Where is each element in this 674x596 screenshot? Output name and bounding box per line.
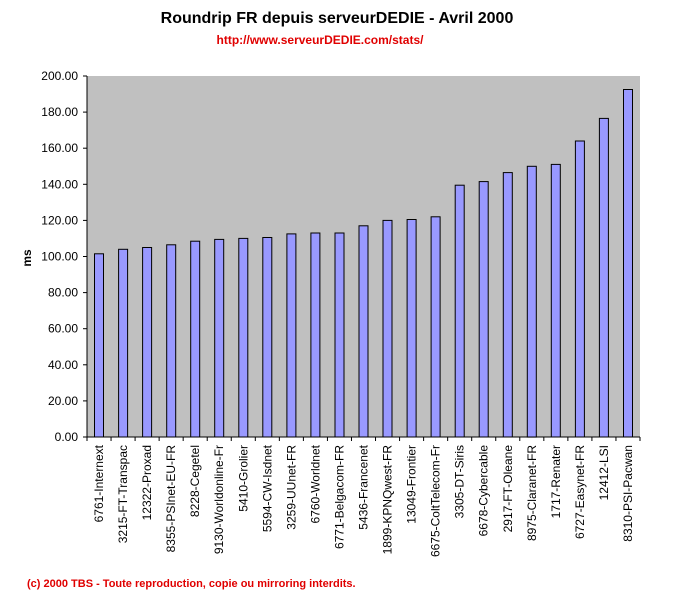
bar-18 — [502, 172, 513, 438]
bar-15 — [430, 216, 441, 438]
x-tick-label: 8355-PSInet-EU-FR — [164, 445, 178, 553]
y-tick-label: 40.00 — [48, 358, 78, 372]
bar-8 — [262, 237, 273, 438]
bar-23 — [623, 89, 633, 438]
bar-5 — [190, 240, 201, 438]
x-tick-label: 8310-PSI-Pacwan — [621, 445, 635, 542]
bar-17 — [478, 181, 489, 438]
bar-14 — [406, 219, 417, 438]
bar-11 — [334, 232, 345, 438]
x-tick-label: 3215-FT-Transpac — [116, 445, 130, 543]
x-tick-label: 6678-Cybercable — [477, 445, 491, 537]
bar-10 — [310, 232, 321, 438]
x-tick-label: 5410-Grolier — [236, 445, 250, 512]
x-tick-label: 6761-Internext — [92, 444, 106, 522]
y-tick-label: 160.00 — [41, 141, 78, 155]
x-tick-label: 12322-Proxad — [140, 445, 154, 520]
x-tick-label: 13049-Frontier — [405, 445, 419, 524]
bar-21 — [574, 140, 585, 438]
bar-13 — [382, 219, 393, 438]
x-tick-label: 8228-Cegetel — [188, 445, 202, 517]
x-tick-label: 1899-KPNQwest-FR — [381, 445, 395, 555]
y-tick-label: 140.00 — [41, 177, 78, 191]
x-tick-label: 5594-CW-Isdnet — [260, 444, 274, 532]
x-tick-label: 6727-Easynet-FR — [573, 445, 587, 539]
x-tick-label: 2917-FT-Oleane — [501, 445, 515, 533]
y-tick-label: 80.00 — [48, 286, 78, 300]
bar-20 — [550, 163, 561, 438]
y-tick-label: 0.00 — [55, 430, 79, 444]
x-tick-label: 5436-Francenet — [357, 444, 371, 529]
x-tick-label: 3305-DT-Siris — [453, 445, 467, 518]
bar-4 — [166, 244, 177, 438]
x-tick-label: 6771-Belgacom-FR — [333, 445, 347, 549]
copyright-footer: (c) 2000 TBS - Toute reproduction, copie… — [27, 578, 356, 590]
y-tick-label: 100.00 — [41, 250, 78, 264]
bar-12 — [358, 225, 369, 438]
chart-title: Roundrip FR depuis serveurDEDIE - Avril … — [160, 10, 514, 27]
x-tick-label: 3259-UUnet-FR — [284, 445, 298, 530]
y-tick-label: 180.00 — [41, 105, 78, 119]
x-tick-label: 1717-Renater — [549, 445, 563, 518]
y-tick-label: 200.00 — [41, 69, 78, 83]
chart-subtitle-url[interactable]: http://www.serveurDEDIE.com/stats/ — [216, 33, 424, 47]
y-tick-label: 60.00 — [48, 322, 78, 336]
bar-6 — [214, 238, 225, 438]
bar-22 — [598, 117, 609, 438]
bar-9 — [286, 233, 297, 438]
bar-2 — [118, 248, 129, 438]
x-tick-label: 12412-LSI — [597, 445, 611, 500]
bar-7 — [238, 237, 249, 438]
x-tick-label: 6675-ColtTelecom-Fr — [429, 445, 443, 557]
x-tick-label: 9130-Worldonline-Fr — [212, 445, 226, 554]
x-tick-label: 8975-Claranet-FR — [525, 445, 539, 541]
x-tick-label: 6760-Worldnet — [308, 444, 322, 523]
bar-1 — [94, 253, 104, 438]
bar-16 — [454, 184, 465, 438]
y-tick-label: 120.00 — [41, 213, 78, 227]
bar-19 — [526, 165, 537, 438]
y-axis-label: ms — [20, 249, 34, 267]
bar-3 — [142, 247, 153, 438]
y-tick-label: 20.00 — [48, 394, 78, 408]
